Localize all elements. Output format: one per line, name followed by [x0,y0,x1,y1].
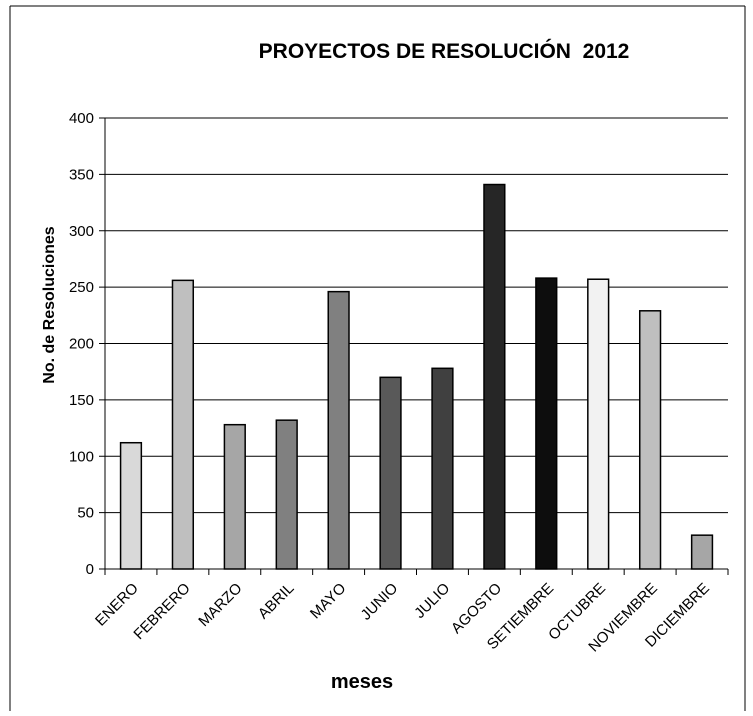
x-tick-label: JULIO [411,580,453,622]
y-tick-label: 150 [69,392,94,409]
gridlines [105,117,728,514]
bar-mayo [327,290,350,570]
y-tick-label: 0 [86,561,94,578]
y-tick-label: 50 [77,505,94,522]
bar-enero [119,441,143,570]
y-axis-ticks: 0 50 100 150 200 250 300 350 400 [69,110,105,578]
bar-agosto [483,183,506,570]
bar-abril [275,419,298,570]
x-tick-label: JUNIO [358,580,402,624]
x-tick-label: ENERO [92,580,142,630]
y-tick-label: 100 [69,448,94,465]
x-axis-title: meses [331,671,393,693]
bar-setiembre [535,277,558,570]
x-tick-label: MARZO [195,580,245,630]
bar-julio [431,367,454,570]
x-tick-label: MAYO [307,580,349,622]
bar-noviembre [638,310,662,570]
bar-junio [379,376,402,570]
y-tick-label: 250 [69,279,94,296]
bar-febrero [171,279,195,570]
y-tick-label: 300 [69,223,94,240]
bar-octubre [587,278,610,570]
x-tick-label: FEBRERO [130,580,193,643]
bars [119,183,714,570]
y-axis-title: No. de Resoluciones [41,226,58,383]
y-tick-label: 200 [69,336,94,353]
x-tick-label: ABRIL [255,580,298,623]
chart-title: PROYECTOS DE RESOLUCIÓN 2012 [259,39,630,63]
y-tick-label: 400 [69,110,94,127]
bar-marzo [223,423,246,570]
bar-diciembre [690,534,714,570]
y-tick-label: 350 [69,166,94,183]
